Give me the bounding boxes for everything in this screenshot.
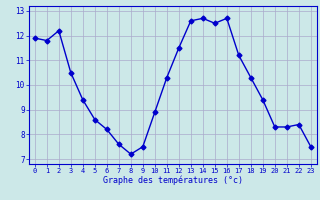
X-axis label: Graphe des températures (°c): Graphe des températures (°c) [103,176,243,185]
